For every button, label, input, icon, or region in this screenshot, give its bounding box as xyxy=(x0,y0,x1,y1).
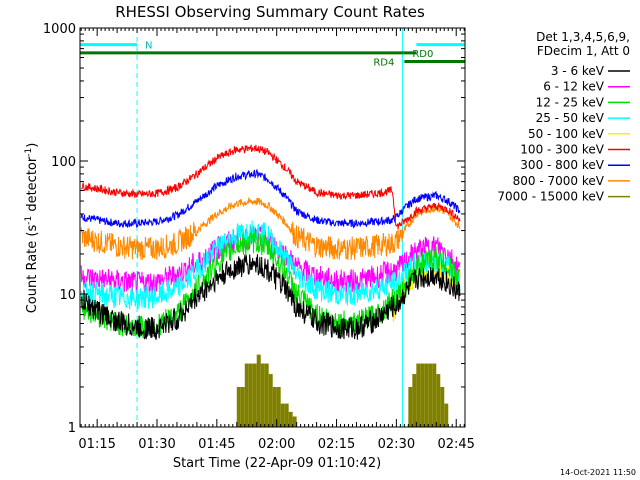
rd0-label: RD0 xyxy=(412,49,433,60)
high-energy-bar xyxy=(284,403,289,427)
y-tick-label: 1 xyxy=(68,421,76,436)
y-tick-label: 100 xyxy=(51,155,76,170)
footer-date: 14-Oct-2021 11:50 xyxy=(560,468,636,477)
high-energy-bar xyxy=(268,374,273,427)
high-energy-bar xyxy=(248,363,253,427)
high-energy-bar xyxy=(416,363,421,427)
legend-header-line-2: FDecim 1, Att 0 xyxy=(537,44,630,58)
high-energy-bar xyxy=(444,403,449,427)
x-tick-label: 02:15 xyxy=(318,437,355,452)
plot-area: N RD0 RD4 xyxy=(79,28,466,427)
x-axis-label: Start Time (22-Apr-09 01:10:42) xyxy=(173,456,381,471)
high-energy-bar xyxy=(436,374,441,427)
x-tick-label: 02:00 xyxy=(258,437,295,452)
y-axis-label: Count Rate (s-1 detector-1) xyxy=(24,143,40,314)
x-tick-label: 02:30 xyxy=(378,437,415,452)
high-energy-bar xyxy=(440,386,445,427)
legend-entry-label: 6 - 12 keV xyxy=(543,80,605,94)
high-energy-bar xyxy=(424,363,429,427)
chart-title: RHESSI Observing Summary Count Rates xyxy=(115,3,425,21)
high-energy-bar xyxy=(256,354,261,427)
series-line-6 xyxy=(80,168,461,229)
x-tick-label: 01:30 xyxy=(138,437,175,452)
night-label: N xyxy=(145,41,152,52)
series-line-2 xyxy=(80,229,461,339)
high-energy-bar xyxy=(236,386,241,427)
high-energy-bar xyxy=(276,386,281,427)
high-energy-bar xyxy=(252,363,257,427)
legend-entry-label: 25 - 50 keV xyxy=(536,111,605,125)
y-tick-label: 1000 xyxy=(43,22,76,37)
series-line-7 xyxy=(80,197,461,261)
x-axis-ticks: 01:15 01:30 01:45 02:00 02:15 02:30 02:45 xyxy=(78,28,475,452)
x-tick-label: 01:45 xyxy=(198,437,235,452)
legend-entry-label: 300 - 800 keV xyxy=(520,158,604,172)
legend-entry-label: 3 - 6 keV xyxy=(551,64,605,78)
series-line-5 xyxy=(80,144,461,230)
legend: Det 1,3,4,5,6,9, FDecim 1, Att 0 3 - 6 k… xyxy=(497,30,630,204)
high-energy-bar xyxy=(292,416,297,427)
high-energy-bar xyxy=(264,363,269,427)
y-axis-ticks: 1 10 100 1000 xyxy=(43,22,465,436)
high-energy-bar xyxy=(420,363,425,427)
legend-entry-label: 100 - 300 keV xyxy=(520,143,604,157)
high-energy-bar xyxy=(288,411,293,427)
legend-header-line-1: Det 1,3,4,5,6,9, xyxy=(536,30,630,44)
high-energy-bar xyxy=(260,363,265,427)
high-energy-bar xyxy=(280,403,285,427)
rd4-label: RD4 xyxy=(373,57,394,68)
legend-entry-label: 7000 - 15000 keV xyxy=(497,190,604,204)
x-tick-label: 02:45 xyxy=(437,437,474,452)
high-energy-bar xyxy=(428,363,433,427)
high-energy-bar xyxy=(244,363,249,427)
high-energy-bar xyxy=(432,363,437,427)
legend-entry-label: 12 - 25 keV xyxy=(536,95,605,109)
high-energy-bar xyxy=(272,386,277,427)
y-tick-label: 10 xyxy=(59,288,76,303)
legend-entry-label: 50 - 100 keV xyxy=(528,127,605,141)
x-tick-label: 01:15 xyxy=(78,437,115,452)
high-energy-bar xyxy=(412,374,417,427)
series-line-0 xyxy=(80,254,461,340)
high-energy-bar xyxy=(240,386,245,427)
legend-entry-label: 800 - 7000 keV xyxy=(513,174,605,188)
high-energy-bar xyxy=(408,386,413,427)
